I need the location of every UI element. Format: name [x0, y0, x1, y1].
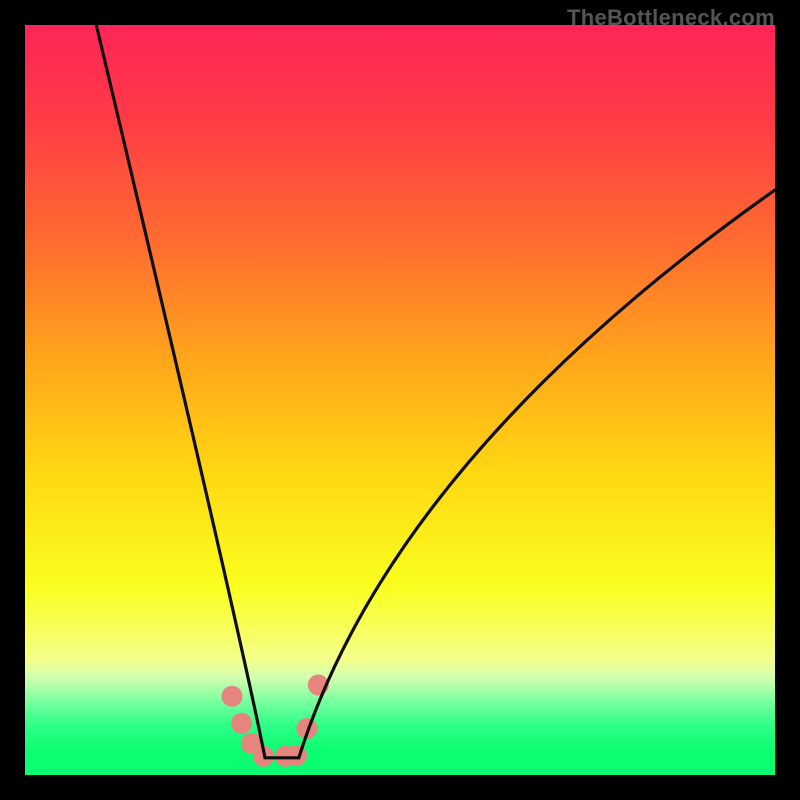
chart-container: TheBottleneck.com — [0, 0, 800, 800]
curve-marker — [222, 686, 243, 707]
watermark-label: TheBottleneck.com — [567, 5, 775, 31]
chart-gradient-background — [25, 25, 775, 775]
bottleneck-curve-chart — [0, 0, 800, 800]
curve-marker — [231, 713, 252, 734]
curve-marker — [286, 745, 307, 766]
